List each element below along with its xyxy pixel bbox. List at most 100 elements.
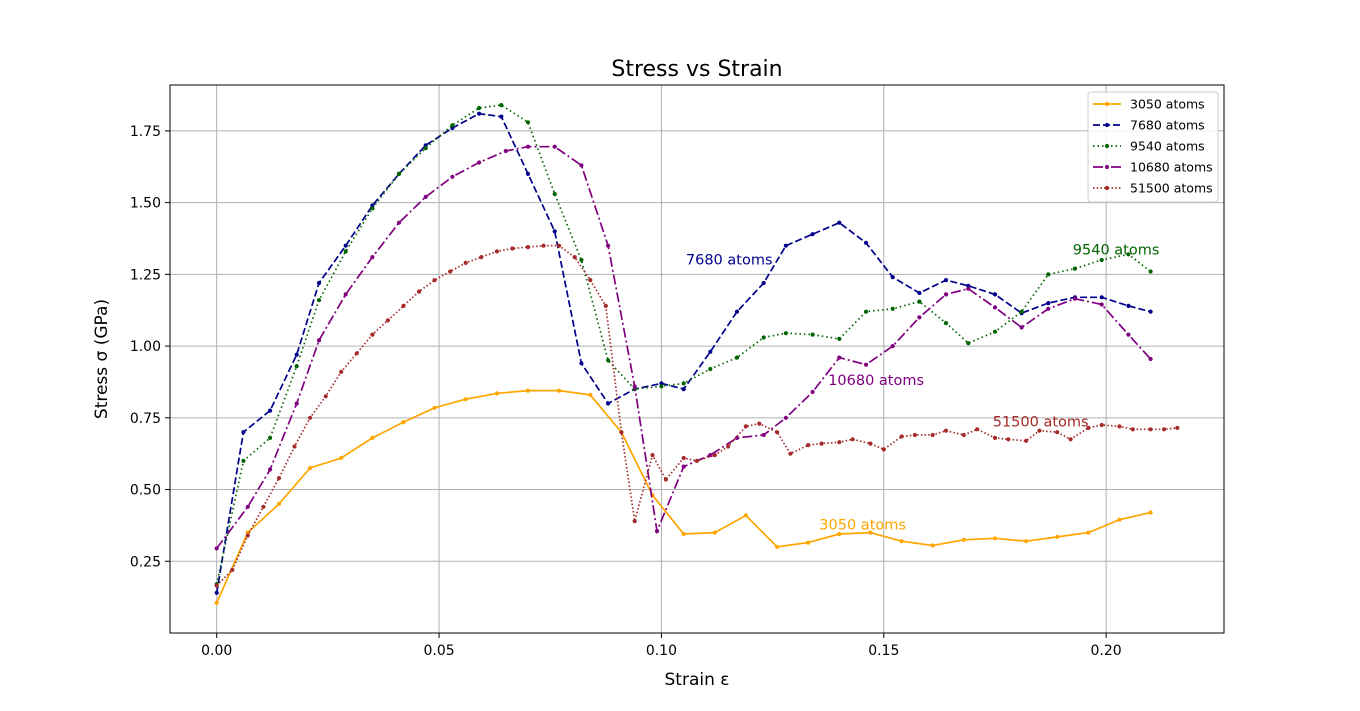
data-point: [230, 567, 235, 573]
data-point: [912, 432, 918, 438]
x-axis-label: Strain ε: [665, 670, 730, 690]
data-point: [1126, 332, 1131, 337]
data-point: [930, 543, 935, 548]
data-point: [316, 280, 322, 286]
data-point: [214, 546, 219, 551]
data-point: [432, 405, 437, 410]
data-point: [712, 453, 717, 458]
data-point: [868, 441, 873, 446]
data-point: [943, 321, 949, 326]
data-point: [775, 430, 780, 435]
data-point: [837, 355, 842, 360]
data-point: [1019, 325, 1024, 330]
data-point: [961, 537, 966, 542]
series-annotations: 7680 atoms 9540 atoms 10680 atoms 51500 ato…: [686, 242, 1160, 533]
data-point: [837, 220, 842, 225]
data-point: [1126, 252, 1131, 257]
y-tick-label: 1.00: [130, 339, 161, 355]
data-point: [579, 257, 584, 263]
data-point: [1037, 428, 1042, 433]
data-point: [966, 286, 971, 291]
data-point: [757, 421, 762, 426]
data-point: [975, 427, 980, 432]
data-point: [241, 458, 246, 463]
data-point: [943, 292, 949, 297]
data-point: [761, 335, 766, 340]
data-point: [294, 352, 299, 357]
data-point: [401, 303, 406, 308]
data-point: [423, 194, 428, 199]
data-point: [1086, 425, 1091, 430]
data-point: [606, 358, 611, 363]
legend-marker: [1104, 101, 1110, 107]
data-point: [370, 203, 375, 208]
data-point: [1126, 303, 1131, 308]
data-point: [308, 415, 313, 420]
data-point: [788, 451, 793, 456]
data-point: [343, 243, 348, 248]
data-point: [681, 387, 686, 392]
data-point: [890, 344, 895, 349]
data-point: [761, 432, 766, 438]
series-annotation: 3050 atoms: [819, 518, 906, 534]
legend-marker: [1104, 143, 1110, 149]
data-point: [276, 476, 282, 481]
data-point: [606, 401, 611, 406]
x-tick-label: 0.10: [646, 643, 677, 659]
data-point: [881, 447, 886, 452]
x-axis-ticks: 0.00 0.05 0.10 0.15 0.20: [201, 633, 1122, 659]
data-point: [1024, 438, 1029, 443]
y-tick-label: 0.25: [130, 554, 161, 570]
data-point: [499, 114, 504, 119]
data-point: [294, 364, 299, 369]
data-point: [1055, 534, 1060, 540]
legend-label: 10680 atoms: [1130, 160, 1213, 175]
grid-lines: [170, 85, 1224, 633]
legend-marker: [1104, 164, 1110, 170]
data-point: [992, 305, 998, 310]
data-point: [463, 260, 468, 265]
data-point: [552, 191, 557, 197]
series-10680-atoms: [214, 144, 1153, 551]
data-point: [557, 243, 562, 248]
data-point: [868, 530, 873, 535]
data-point: [783, 415, 789, 420]
series-9540-atoms: [214, 103, 1153, 587]
legend-label: 3050 atoms: [1130, 97, 1205, 112]
data-point: [681, 381, 686, 386]
data-point: [890, 306, 895, 311]
data-point: [961, 432, 966, 438]
data-point: [241, 430, 246, 435]
series-51500-atoms: [214, 243, 1180, 588]
data-point: [632, 519, 637, 524]
data-point: [503, 148, 508, 154]
data-point: [1099, 302, 1104, 307]
data-point: [525, 144, 531, 149]
data-point: [245, 530, 250, 535]
data-point: [552, 144, 557, 149]
data-point: [775, 544, 780, 550]
series-3050-atoms: [214, 388, 1153, 606]
data-point: [343, 249, 348, 254]
series-line: [216, 244, 1178, 587]
data-point: [268, 435, 273, 440]
data-point: [659, 381, 664, 386]
data-point: [416, 289, 422, 294]
data-point: [1148, 269, 1153, 274]
data-point: [1086, 530, 1091, 535]
data-point: [1117, 424, 1122, 429]
data-point: [525, 388, 531, 393]
series-line: [216, 145, 1152, 549]
data-point: [681, 464, 686, 469]
data-point: [743, 424, 749, 429]
data-point: [261, 504, 266, 509]
data-point: [966, 283, 971, 288]
data-point: [525, 245, 531, 250]
data-point: [943, 278, 949, 283]
data-point: [1024, 539, 1029, 544]
data-point: [214, 590, 219, 595]
data-point: [743, 513, 749, 518]
data-point: [214, 600, 219, 606]
series-line: [215, 104, 1152, 585]
data-point: [1072, 296, 1078, 301]
